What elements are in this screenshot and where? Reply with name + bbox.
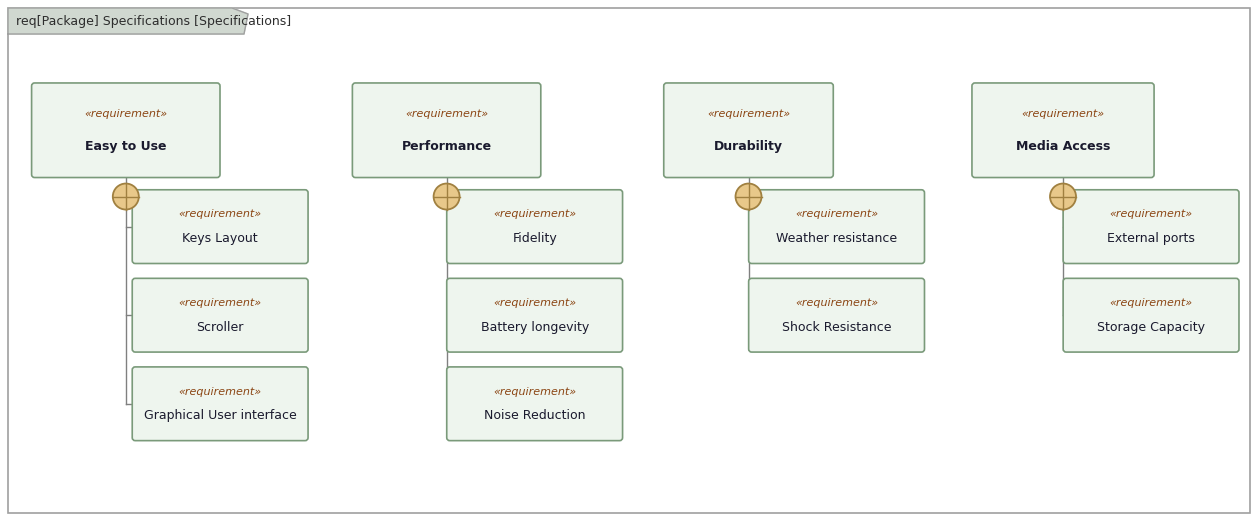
- FancyBboxPatch shape: [132, 278, 308, 352]
- Text: «requirement»: «requirement»: [1110, 209, 1193, 219]
- FancyBboxPatch shape: [132, 190, 308, 264]
- Text: External ports: External ports: [1107, 232, 1195, 245]
- Text: Noise Reduction: Noise Reduction: [484, 410, 585, 423]
- Text: Keys Layout: Keys Layout: [182, 232, 258, 245]
- Text: «requirement»: «requirement»: [795, 298, 878, 308]
- Text: «requirement»: «requirement»: [493, 209, 576, 219]
- Ellipse shape: [113, 183, 138, 209]
- Ellipse shape: [736, 183, 761, 209]
- FancyBboxPatch shape: [1063, 278, 1239, 352]
- Text: Battery longevity: Battery longevity: [481, 321, 589, 334]
- Text: Easy to Use: Easy to Use: [86, 140, 166, 153]
- Text: «requirement»: «requirement»: [493, 387, 576, 396]
- Text: «requirement»: «requirement»: [1021, 109, 1105, 119]
- Text: «requirement»: «requirement»: [1110, 298, 1193, 308]
- Ellipse shape: [434, 183, 459, 209]
- Text: Media Access: Media Access: [1015, 140, 1111, 153]
- Text: Graphical User interface: Graphical User interface: [143, 410, 297, 423]
- FancyBboxPatch shape: [8, 8, 1250, 513]
- FancyBboxPatch shape: [749, 278, 925, 352]
- Text: Storage Capacity: Storage Capacity: [1097, 321, 1205, 334]
- Ellipse shape: [1050, 183, 1076, 209]
- FancyBboxPatch shape: [352, 83, 541, 178]
- FancyBboxPatch shape: [132, 367, 308, 441]
- FancyBboxPatch shape: [972, 83, 1154, 178]
- Text: Durability: Durability: [715, 140, 782, 153]
- Polygon shape: [8, 8, 248, 34]
- Text: Performance: Performance: [401, 140, 492, 153]
- Text: «requirement»: «requirement»: [179, 209, 262, 219]
- Text: Scroller: Scroller: [196, 321, 244, 334]
- FancyBboxPatch shape: [447, 367, 623, 441]
- Text: «requirement»: «requirement»: [707, 109, 790, 119]
- FancyBboxPatch shape: [749, 190, 925, 264]
- Text: Fidelity: Fidelity: [512, 232, 557, 245]
- Text: «requirement»: «requirement»: [405, 109, 488, 119]
- FancyBboxPatch shape: [447, 190, 623, 264]
- Text: Weather resistance: Weather resistance: [776, 232, 897, 245]
- Text: Shock Resistance: Shock Resistance: [781, 321, 892, 334]
- Text: «requirement»: «requirement»: [179, 387, 262, 396]
- Text: «requirement»: «requirement»: [493, 298, 576, 308]
- FancyBboxPatch shape: [447, 278, 623, 352]
- FancyBboxPatch shape: [664, 83, 833, 178]
- Text: «requirement»: «requirement»: [84, 109, 167, 119]
- FancyBboxPatch shape: [31, 83, 220, 178]
- Text: «requirement»: «requirement»: [795, 209, 878, 219]
- Text: req[Package] Specifications [Specifications]: req[Package] Specifications [Specificati…: [16, 15, 291, 28]
- FancyBboxPatch shape: [1063, 190, 1239, 264]
- Text: «requirement»: «requirement»: [179, 298, 262, 308]
